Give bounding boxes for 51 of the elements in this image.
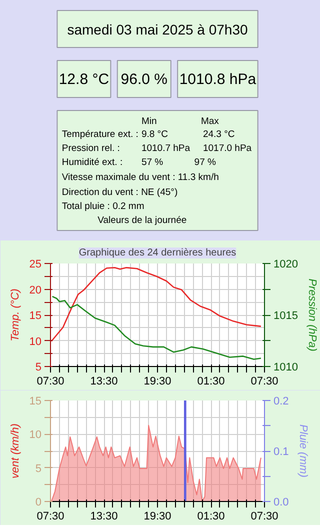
x-tick-label: 07:30 (36, 376, 64, 388)
text: Humidité ext. : (62, 157, 123, 168)
y-tick-label: 15 (29, 396, 42, 408)
y-tick-label: 10 (29, 336, 42, 348)
y-tick-label: 0 (35, 496, 42, 508)
text: 1010.7 hPa (141, 143, 191, 154)
text: 96.0 % (120, 71, 168, 88)
text: Valeurs de la journée (98, 215, 187, 226)
y-axis-title: Temp. (°C) (9, 288, 22, 342)
y2-axis-title: Pluie (mm) (296, 424, 309, 478)
line-series (52, 296, 262, 360)
y-tick-label: 10 (29, 429, 42, 442)
text: samedi 03 mai 2025 à 07h30 (67, 22, 248, 38)
y2-tick-label: 0.0 (274, 496, 289, 508)
x-tick-label: 01:30 (197, 510, 225, 522)
text: Pression rel. : (62, 143, 120, 154)
x-tick-label: 19:30 (144, 376, 172, 388)
y-tick-label: 5 (35, 462, 42, 475)
y-tick-label: 15 (29, 310, 42, 322)
y-tick-label: 20 (29, 284, 42, 296)
text: Min (141, 116, 157, 127)
chart-title: Graphique des 24 dernières heures (78, 248, 236, 258)
y-axis-title: vent (km/h) (9, 423, 22, 479)
text: 1010.8 hPa (179, 71, 257, 88)
y2-tick-label: 1015 (274, 310, 298, 322)
x-tick-label: 07:30 (250, 376, 278, 388)
text: 12.8 °C (58, 71, 110, 88)
x-tick-label: 01:30 (197, 376, 225, 388)
text: Température ext. : (62, 129, 138, 140)
text: 57 % (141, 157, 164, 168)
text: 24.3 °C (202, 129, 235, 140)
text: Max (200, 116, 220, 127)
y2-axis-title: Pression (hPa) (306, 278, 318, 352)
x-tick-label: 19:30 (144, 510, 172, 522)
text: 97 % (194, 157, 216, 168)
text: 9.8 °C (141, 129, 168, 140)
y-tick-label: 5 (35, 362, 42, 374)
x-tick-label: 07:30 (36, 510, 64, 522)
text: 1017.0 hPa (202, 143, 252, 154)
text: Direction du vent : NE (45°) (62, 187, 178, 198)
text: Total pluie : 0.2 mm (62, 201, 144, 212)
x-tick-label: 13:30 (90, 376, 118, 388)
y2-tick-label: 0.2 (274, 396, 289, 408)
y2-tick-label: 0.1 (274, 446, 289, 458)
line-series (50, 266, 262, 342)
text: Vitesse maximale du vent : 11.3 km/h (62, 172, 219, 183)
x-tick-label: 13:30 (90, 510, 118, 522)
x-tick-label: 07:30 (250, 510, 278, 522)
y2-tick-label: 1010 (274, 362, 298, 374)
y-tick-label: 25 (29, 258, 42, 270)
y2-tick-label: 1020 (274, 258, 298, 270)
